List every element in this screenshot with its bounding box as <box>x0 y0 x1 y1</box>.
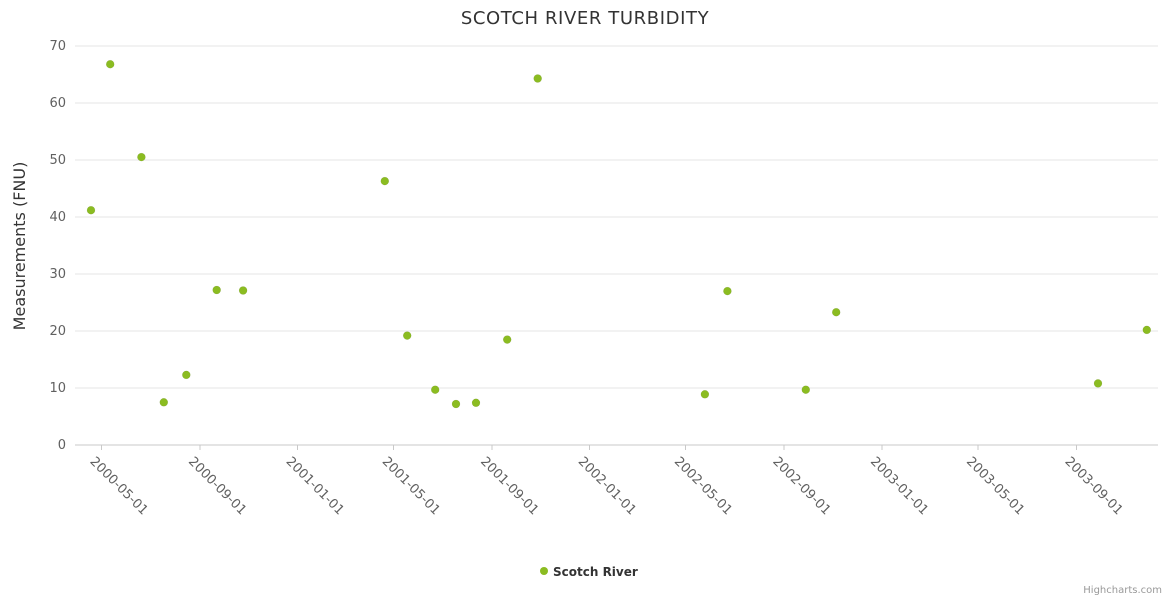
points-layer <box>86 59 1152 409</box>
data-point[interactable] <box>137 152 146 162</box>
data-point[interactable] <box>502 335 512 344</box>
y-tick-label: 0 <box>58 438 66 453</box>
highcharts-credit-link[interactable]: Highcharts.com <box>1083 585 1162 596</box>
data-point[interactable] <box>182 370 191 380</box>
data-point[interactable] <box>700 390 710 399</box>
data-point[interactable] <box>801 385 811 394</box>
y-tick-label: 10 <box>49 381 66 396</box>
data-point[interactable] <box>430 385 440 394</box>
y-axis-title: Measurements (FNU) <box>10 162 29 331</box>
legend-marker-icon <box>540 567 548 575</box>
x-tick-label: 2003-01-01 <box>867 454 931 518</box>
data-point[interactable] <box>723 286 732 296</box>
grid-layer: 0 10 20 30 40 50 60 70 2000-05-01 2000-09-01 2001-… <box>49 39 1158 518</box>
chart-title: SCOTCH RIVER TURBIDITY <box>461 8 710 29</box>
x-tick-label: 2000-05-01 <box>87 454 151 518</box>
legend-label: Scotch River <box>553 565 638 579</box>
data-point[interactable] <box>533 74 542 83</box>
y-tick-label: 70 <box>49 39 66 54</box>
x-tick-label: 2002-09-01 <box>769 454 833 518</box>
x-tick-label: 2003-09-01 <box>1062 454 1126 518</box>
y-tick-label: 60 <box>49 96 66 111</box>
data-point[interactable] <box>159 398 169 407</box>
x-tick-label: 2002-05-01 <box>671 454 735 518</box>
data-point[interactable] <box>212 285 221 295</box>
y-tick-label: 50 <box>49 153 66 168</box>
y-tick-label: 20 <box>49 324 66 339</box>
data-point[interactable] <box>238 286 248 295</box>
x-tick-label: 2002-01-01 <box>575 454 639 518</box>
data-point[interactable] <box>380 176 390 186</box>
data-point[interactable] <box>86 205 96 215</box>
data-point[interactable] <box>831 307 841 317</box>
x-tick-label: 2000-09-01 <box>185 454 249 518</box>
y-tick-label: 30 <box>49 267 66 282</box>
y-tick-label: 40 <box>49 210 66 225</box>
data-point[interactable] <box>471 398 481 408</box>
data-point[interactable] <box>451 399 461 409</box>
x-tick-label: 2001-05-01 <box>379 454 443 518</box>
data-point[interactable] <box>402 331 412 340</box>
legend[interactable]: Scotch River <box>540 565 638 579</box>
data-point[interactable] <box>1093 379 1103 388</box>
data-point[interactable] <box>1142 325 1152 335</box>
x-tick-label: 2001-01-01 <box>283 454 347 518</box>
x-tick-label: 2001-09-01 <box>477 454 541 518</box>
data-point[interactable] <box>105 59 115 69</box>
x-tick-label: 2003-05-01 <box>963 454 1027 518</box>
